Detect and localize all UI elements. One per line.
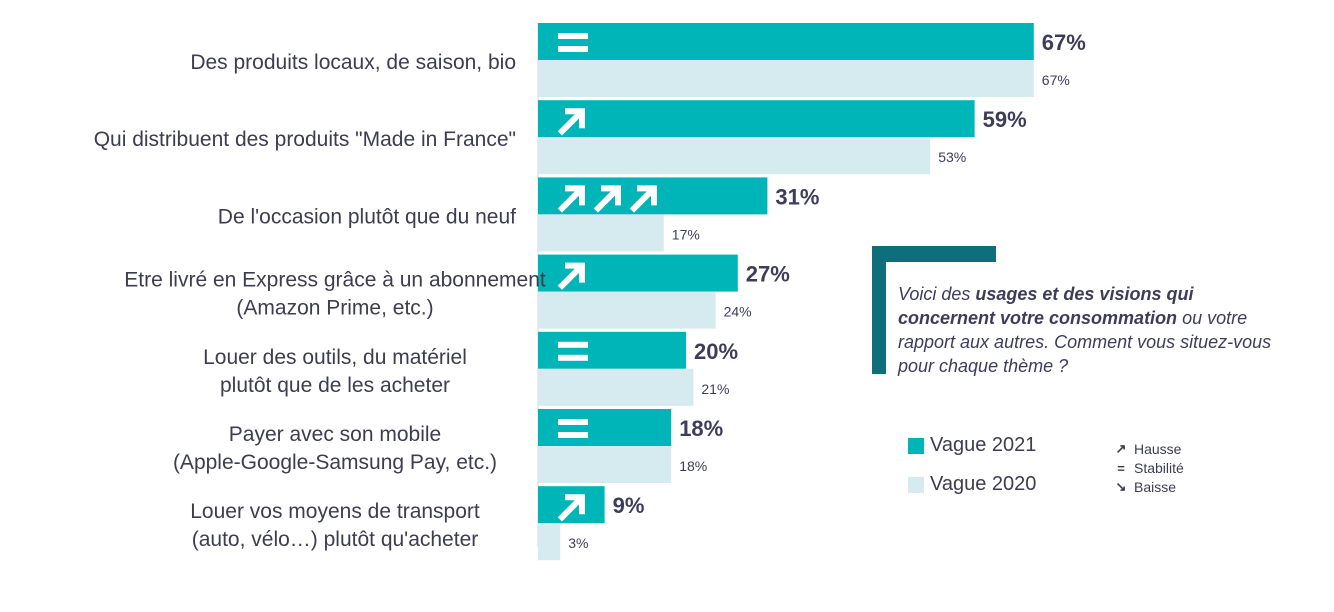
category-label: Des produits locaux, de saison, bio xyxy=(190,51,516,74)
value-label-2020: 24% xyxy=(724,304,752,320)
callout-bold: usages et des visions qui concernent vot… xyxy=(898,284,1194,328)
bar-2021 xyxy=(538,254,738,292)
key-hausse: ↗ Hausse xyxy=(1112,441,1182,457)
callout-part1: Voici des xyxy=(898,284,976,304)
category-label: Etre livré en Express grâce à un abonnem… xyxy=(124,269,546,292)
equals-icon-bar xyxy=(558,432,588,438)
callout-part2: ou votre rapport aux autres. Comment vou… xyxy=(898,308,1272,376)
arrow-up-right-icon xyxy=(629,185,657,213)
value-label-2020: 18% xyxy=(679,458,707,474)
equals-icon xyxy=(558,341,588,348)
category-label: (Amazon Prime, etc.) xyxy=(236,297,433,320)
value-label-2020: 21% xyxy=(701,381,729,397)
category-label: plutôt que de les acheter xyxy=(220,374,450,397)
value-label-2020: 3% xyxy=(568,535,588,551)
arrow-up-right-icon: ↗ xyxy=(1115,441,1127,456)
equals-icon: = xyxy=(1117,460,1125,476)
legend-swatch-2020 xyxy=(908,476,924,493)
bar-2020 xyxy=(538,60,1034,97)
callout-accent-top xyxy=(872,246,996,262)
bar-2020 xyxy=(538,523,561,561)
arrow-up-right-icon xyxy=(557,185,585,213)
bar-2021 xyxy=(538,409,672,446)
bar-2021 xyxy=(538,23,1034,60)
arrow-down-right-icon: ↘ xyxy=(1115,479,1127,494)
value-label-2021: 9% xyxy=(613,493,645,518)
category-label: De l'occasion plutôt que du neuf xyxy=(218,205,516,228)
category-label: (auto, vélo…) plutôt qu'acheter xyxy=(192,528,479,551)
bar-2020 xyxy=(538,291,716,329)
bar-2020 xyxy=(538,446,672,483)
legend-label-2021: Vague 2021 xyxy=(930,434,1037,456)
key-baisse: ↘ Baisse xyxy=(1112,479,1176,495)
bar-2020 xyxy=(538,368,694,406)
value-label-2021: 18% xyxy=(679,416,723,441)
value-label-2021: 59% xyxy=(983,107,1027,132)
value-label-2021: 27% xyxy=(746,262,790,287)
equals-icon xyxy=(558,419,588,425)
callout-question: Voici des usages et des visions qui conc… xyxy=(898,282,1288,378)
callout-accent-left xyxy=(872,246,886,374)
category-label: (Apple-Google-Samsung Pay, etc.) xyxy=(173,451,497,474)
arrow-up-right-icon xyxy=(557,108,585,136)
legend-label-2020: Vague 2020 xyxy=(930,473,1037,495)
arrow-up-right-icon xyxy=(557,262,585,290)
value-label-2021: 31% xyxy=(775,184,819,209)
legend-swatch-2021 xyxy=(908,437,924,454)
bar-2021 xyxy=(538,100,975,138)
key-stabilite-label: Stabilité xyxy=(1134,460,1184,476)
value-label-2020: 17% xyxy=(672,226,700,242)
value-label-2021: 67% xyxy=(1042,30,1086,55)
value-label-2020: 53% xyxy=(938,149,966,165)
value-label-2020: 67% xyxy=(1042,72,1070,88)
arrow-up-right-icon xyxy=(593,185,621,213)
legend-item-2021: Vague 2021 xyxy=(908,434,1036,457)
key-hausse-label: Hausse xyxy=(1134,441,1182,457)
key-baisse-label: Baisse xyxy=(1134,479,1177,495)
category-label: Louer vos moyens de transport xyxy=(190,500,480,523)
category-label: Payer avec son mobile xyxy=(229,423,441,446)
arrow-up-right-icon xyxy=(557,494,585,522)
key-stabilite: = Stabilité xyxy=(1112,460,1184,476)
bar-2020 xyxy=(538,214,664,252)
bar-2020 xyxy=(538,137,931,175)
bar-2021 xyxy=(538,331,686,369)
category-label: Qui distribuent des produits "Made in Fr… xyxy=(94,128,516,151)
legend-item-2020: Vague 2020 xyxy=(908,473,1036,496)
equals-icon-bar xyxy=(558,46,588,52)
value-label-2021: 20% xyxy=(694,339,738,364)
equals-icon-bar xyxy=(558,354,588,361)
equals-icon xyxy=(558,33,588,39)
category-label: Louer des outils, du matériel xyxy=(203,346,467,369)
